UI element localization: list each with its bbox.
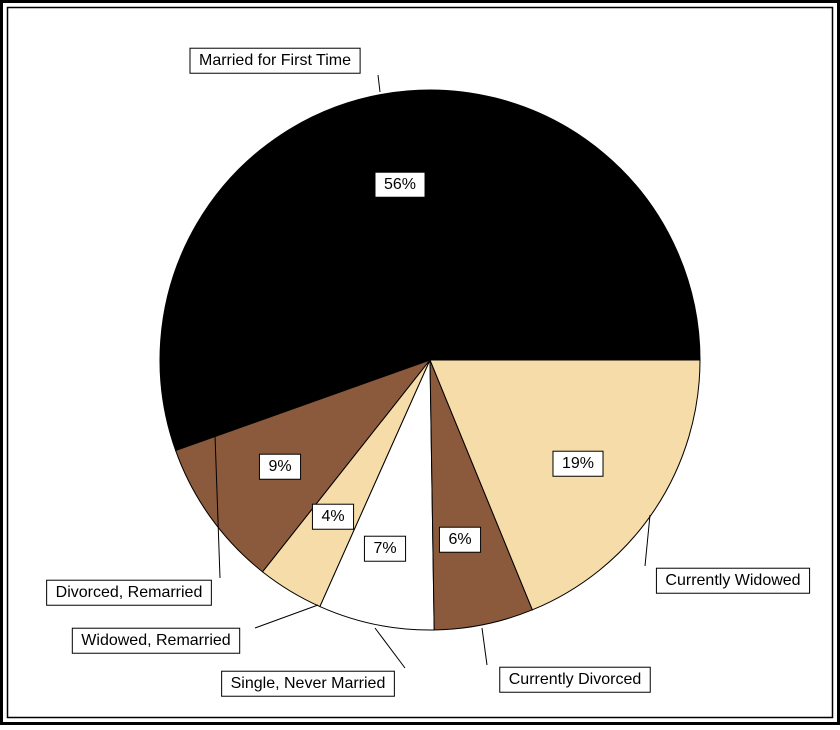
category-label-box <box>221 670 395 697</box>
pie-slice <box>159 89 701 452</box>
pie-slice <box>175 358 432 573</box>
pie-slice <box>429 359 701 611</box>
leader-line <box>374 627 406 669</box>
leader-line <box>644 514 651 567</box>
leader-line <box>481 627 488 666</box>
value-label-box <box>363 535 407 562</box>
value-label: 6% <box>448 531 471 548</box>
category-label-box <box>189 47 361 74</box>
value-label-box <box>438 526 482 553</box>
inner-frame <box>6 6 834 719</box>
value-label: 19% <box>562 455 594 472</box>
value-label-box <box>311 503 355 530</box>
value-label-box <box>374 171 426 198</box>
category-label: Currently Widowed <box>665 572 800 589</box>
leader-line <box>214 434 221 579</box>
value-label-box <box>258 453 302 480</box>
category-label: Single, Never Married <box>231 675 386 692</box>
category-label: Divorced, Remarried <box>56 584 203 601</box>
value-label-box <box>552 450 604 477</box>
pie-slice <box>319 359 435 631</box>
value-label: 4% <box>321 508 344 525</box>
leader-line <box>377 74 381 93</box>
category-label: Married for First Time <box>199 52 351 69</box>
value-label: 56% <box>384 176 416 193</box>
category-label-box <box>655 567 811 594</box>
category-label-box <box>71 627 241 654</box>
value-label: 9% <box>268 458 291 475</box>
category-label-box <box>499 666 651 693</box>
value-label: 7% <box>373 540 396 557</box>
category-label: Widowed, Remarried <box>81 632 230 649</box>
category-label: Currently Divorced <box>509 671 641 688</box>
leader-line <box>254 604 319 629</box>
category-label-box <box>46 579 212 606</box>
